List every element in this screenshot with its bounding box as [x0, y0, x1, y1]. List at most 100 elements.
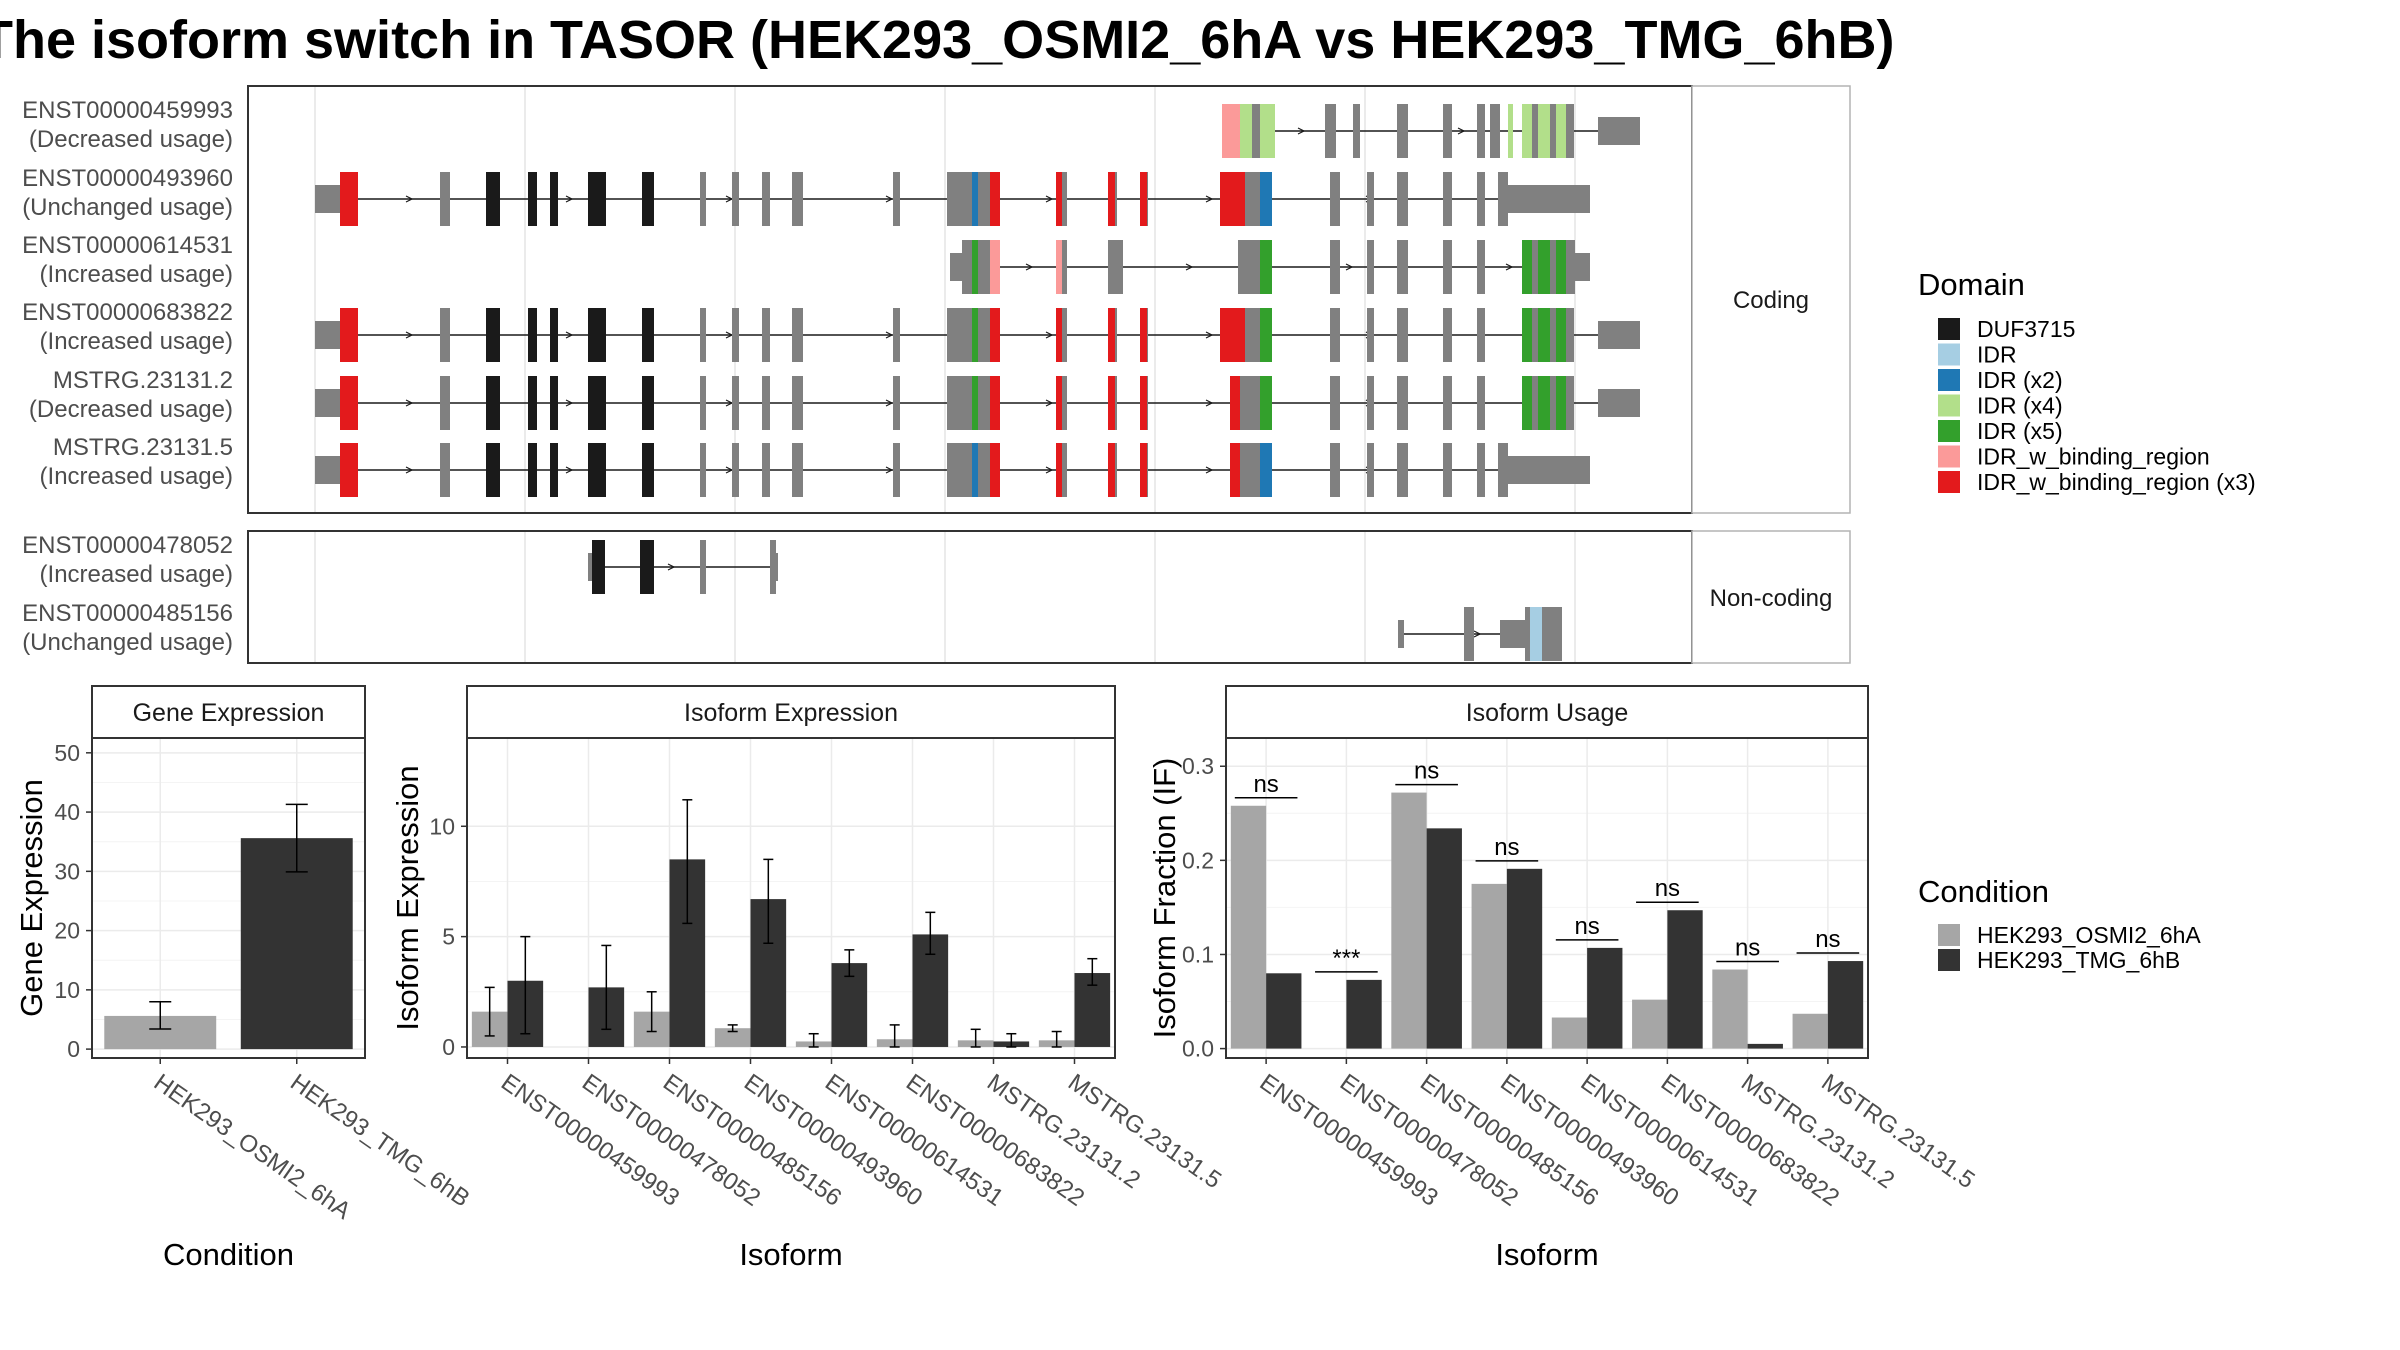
transcript-labels: ENST00000459993(Decreased usage)ENST0000…	[22, 97, 233, 656]
transcript-id: ENST00000683822	[22, 299, 233, 326]
intron-arrow	[667, 563, 676, 571]
domain-block	[1260, 172, 1272, 226]
domain-block	[1260, 240, 1272, 294]
intron-arrow	[405, 399, 414, 407]
bar	[1712, 969, 1748, 1049]
domain-block	[550, 308, 558, 362]
exon-block	[1490, 104, 1500, 158]
utr-block	[950, 253, 962, 281]
exon-block	[1498, 172, 1508, 226]
domain-block	[592, 540, 605, 594]
legend-swatch-idr5	[1938, 420, 1960, 442]
y-tick-label: 0	[67, 1036, 80, 1062]
domain-block	[486, 172, 500, 226]
transcript-row	[315, 172, 1590, 226]
exon-block	[947, 443, 990, 497]
exon-block	[1330, 172, 1340, 226]
domain-block	[1108, 443, 1115, 497]
coding-transcripts	[315, 104, 1640, 497]
significance-label: ns	[1655, 875, 1680, 902]
domain-block	[1556, 104, 1566, 158]
domain-block	[1556, 240, 1566, 294]
utr-block	[1398, 620, 1404, 648]
domain-block	[1530, 607, 1542, 661]
domain-block	[550, 443, 558, 497]
exon-block	[1443, 376, 1452, 430]
y-tick-label: 0	[442, 1034, 455, 1060]
bar	[1506, 868, 1543, 1049]
domain-block	[1260, 308, 1272, 362]
domain-block	[642, 443, 654, 497]
legend-swatch-bind3	[1938, 471, 1960, 493]
intron-arrow	[405, 195, 414, 203]
exon-block	[1108, 240, 1123, 294]
exon-block	[1443, 308, 1452, 362]
coding-strip-label: Coding	[1733, 287, 1809, 314]
exon-block	[1397, 172, 1408, 226]
legend-label-idr4: IDR (x4)	[1977, 393, 2063, 419]
domain-block	[1056, 443, 1062, 497]
exon-block	[1498, 443, 1508, 497]
legend-swatch-duf	[1938, 318, 1960, 340]
exon-block	[893, 376, 900, 430]
exon-block	[1367, 308, 1374, 362]
domain-block	[990, 376, 1000, 430]
exon-block	[1477, 308, 1485, 362]
exon-block	[440, 376, 450, 430]
intron-arrow	[405, 331, 414, 339]
x-axis-label: Isoform	[739, 1237, 842, 1272]
intron-arrow	[885, 331, 894, 339]
exon-block	[700, 540, 706, 594]
legend-swatch-bind	[1938, 445, 1960, 468]
exon-block	[1477, 376, 1485, 430]
condition-label: HEK293_TMG_6hB	[1977, 947, 2180, 973]
exon-block	[732, 376, 739, 430]
utr-block	[1508, 456, 1590, 484]
domain-block	[1056, 172, 1062, 226]
transcript-row	[315, 443, 1590, 497]
domain-block	[588, 308, 606, 362]
significance-label: ***	[1332, 945, 1360, 972]
exon-block	[440, 308, 450, 362]
exon-block	[700, 443, 706, 497]
domain-block	[340, 376, 358, 430]
domain-block	[990, 240, 1000, 294]
y-tick-label: 20	[54, 918, 80, 944]
exon-block	[1330, 443, 1340, 497]
noncoding-panel-bg	[248, 531, 1692, 663]
domain-block	[990, 443, 1000, 497]
significance-label: ns	[1815, 926, 1840, 953]
noncoding-strip	[1691, 530, 1851, 664]
exon-block	[1464, 607, 1474, 661]
transcript-usage: (Unchanged usage)	[22, 194, 233, 221]
transcript-id: ENST00000459993	[22, 97, 233, 124]
intron-arrow	[405, 466, 414, 474]
intron-arrow	[1045, 399, 1054, 407]
significance-label: ns	[1414, 758, 1439, 785]
domain-block	[990, 172, 1000, 226]
domain-block	[642, 172, 654, 226]
panel-frame	[466, 737, 1116, 1059]
exon-block	[700, 376, 706, 430]
exon-block	[1540, 607, 1562, 661]
exon-block	[1477, 240, 1485, 294]
exon-block	[700, 308, 706, 362]
exon-block	[1443, 104, 1452, 158]
intron-arrow	[885, 195, 894, 203]
exon-block	[1477, 443, 1485, 497]
domain-block	[1056, 376, 1062, 430]
y-tick-label: 30	[54, 858, 80, 884]
bar	[1426, 828, 1462, 1049]
domain-block	[1056, 240, 1062, 294]
intron-arrow	[1205, 399, 1214, 407]
y-tick-label: 50	[54, 740, 80, 766]
exon-block	[792, 172, 803, 226]
bar	[1632, 999, 1668, 1049]
exon-block	[792, 376, 803, 430]
structure-plot: Coding Non-coding ENST00000459993(Decrea…	[22, 85, 1851, 664]
utr-block	[1598, 389, 1640, 417]
